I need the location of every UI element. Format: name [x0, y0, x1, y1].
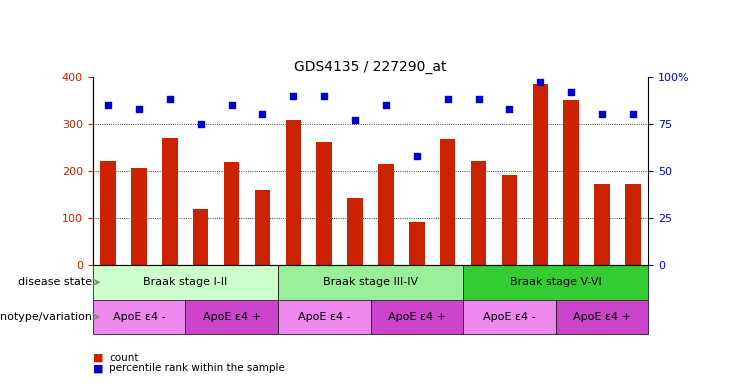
Bar	[224, 162, 239, 265]
Bar	[131, 167, 147, 265]
Point	[349, 117, 361, 123]
Text: Braak stage I-II: Braak stage I-II	[143, 277, 227, 287]
Bar	[378, 164, 393, 265]
Point	[164, 96, 176, 103]
Bar	[625, 184, 641, 265]
Bar	[316, 142, 332, 265]
Bar	[440, 139, 456, 265]
Bar	[278, 300, 370, 334]
Bar	[370, 300, 463, 334]
Text: ApoE ε4 -: ApoE ε4 -	[298, 312, 350, 322]
Bar	[285, 120, 301, 265]
Bar	[502, 175, 517, 265]
Point	[225, 102, 237, 108]
Text: genotype/variation: genotype/variation	[0, 312, 93, 322]
Point	[288, 93, 299, 99]
Title: GDS4135 / 227290_at: GDS4135 / 227290_at	[294, 60, 447, 74]
Point	[442, 96, 453, 103]
Bar	[563, 100, 579, 265]
Point	[596, 111, 608, 118]
Point	[102, 102, 114, 108]
Bar	[93, 265, 278, 300]
Text: Braak stage III-IV: Braak stage III-IV	[323, 277, 418, 287]
Bar	[100, 161, 116, 265]
Text: count: count	[109, 353, 139, 363]
Point	[411, 153, 422, 159]
Point	[380, 102, 392, 108]
Point	[256, 111, 268, 118]
Text: ApoE ε4 +: ApoE ε4 +	[202, 312, 261, 322]
Bar	[463, 265, 648, 300]
Text: disease state: disease state	[19, 277, 93, 287]
Bar	[185, 300, 278, 334]
Point	[133, 106, 145, 112]
Point	[473, 96, 485, 103]
Text: ApoE ε4 -: ApoE ε4 -	[483, 312, 536, 322]
Bar	[556, 300, 648, 334]
Bar	[533, 84, 548, 265]
Point	[565, 89, 577, 95]
Bar	[409, 222, 425, 265]
Text: Braak stage V-VI: Braak stage V-VI	[510, 277, 602, 287]
Bar	[162, 138, 178, 265]
Point	[195, 121, 207, 127]
Point	[504, 106, 516, 112]
Bar	[278, 265, 463, 300]
Point	[534, 79, 546, 86]
Bar	[193, 209, 208, 265]
Bar	[255, 190, 270, 265]
Text: percentile rank within the sample: percentile rank within the sample	[109, 363, 285, 373]
Bar	[348, 198, 363, 265]
Text: ■: ■	[93, 353, 103, 363]
Point	[319, 93, 330, 99]
Text: ■: ■	[93, 363, 103, 373]
Text: ApoE ε4 -: ApoE ε4 -	[113, 312, 165, 322]
Point	[627, 111, 639, 118]
Bar	[471, 161, 486, 265]
Text: ApoE ε4 +: ApoE ε4 +	[573, 312, 631, 322]
Bar	[463, 300, 556, 334]
Bar	[594, 184, 610, 265]
Text: ApoE ε4 +: ApoE ε4 +	[388, 312, 446, 322]
Bar	[93, 300, 185, 334]
